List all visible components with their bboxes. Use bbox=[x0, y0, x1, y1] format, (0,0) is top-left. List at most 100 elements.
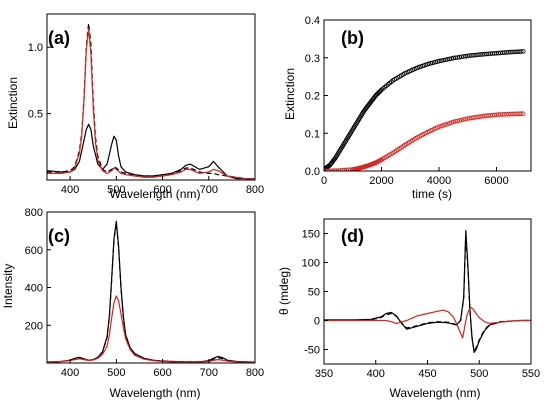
plot-area bbox=[324, 230, 531, 353]
x-axis-label: Wavelength (nm) bbox=[390, 386, 481, 400]
series-line-2 bbox=[324, 307, 531, 339]
y-tick-label: -50 bbox=[304, 345, 320, 357]
x-tick-label: 400 bbox=[61, 367, 79, 379]
data-point bbox=[438, 58, 444, 63]
y-tick-label: 0.4 bbox=[305, 15, 320, 27]
panel-label: (b) bbox=[341, 28, 364, 48]
series-line-2 bbox=[47, 28, 255, 180]
data-point bbox=[446, 121, 452, 126]
y-axis-label: Extinction bbox=[283, 68, 297, 120]
panel-b: (b) time (s) Extinction 0 2000 4000 6000 0.0… bbox=[283, 15, 532, 201]
x-tick-label: 2000 bbox=[369, 175, 393, 187]
plot-area bbox=[47, 22, 255, 180]
panel-label: (c) bbox=[48, 226, 70, 246]
x-tick-label: 450 bbox=[418, 368, 436, 380]
data-point bbox=[492, 51, 497, 56]
x-tick-label: 550 bbox=[522, 368, 540, 380]
data-point bbox=[448, 56, 454, 61]
plot-frame bbox=[46, 13, 256, 181]
series-line-1 bbox=[47, 22, 255, 180]
data-point bbox=[463, 116, 469, 122]
y-tick-label: 800 bbox=[25, 207, 43, 219]
y-tick-label: 0.3 bbox=[305, 53, 320, 65]
panel-a: (a) Wavelength (nm) Extinction 400 500 600… bbox=[6, 13, 264, 201]
y-axis-label: Extinction bbox=[6, 77, 20, 129]
data-point bbox=[346, 167, 351, 171]
panel-label: (d) bbox=[341, 226, 364, 246]
data-point bbox=[446, 56, 452, 62]
data-point bbox=[442, 57, 448, 63]
y-tick-label: 0.1 bbox=[305, 128, 320, 140]
data-point bbox=[453, 119, 458, 124]
series-line-1 bbox=[324, 232, 531, 352]
plot-area bbox=[47, 220, 255, 363]
y-tick-label: 0.0 bbox=[305, 166, 320, 178]
series-0 bbox=[324, 49, 526, 171]
x-tick-label: 400 bbox=[367, 368, 385, 380]
data-point bbox=[440, 57, 446, 63]
series-line-0 bbox=[324, 230, 531, 353]
plot-area bbox=[324, 49, 526, 171]
x-tick-label: 400 bbox=[61, 184, 79, 196]
data-point bbox=[455, 55, 460, 60]
y-tick-label: 0.2 bbox=[305, 91, 320, 103]
y-tick-label: 100 bbox=[302, 258, 320, 270]
data-point bbox=[520, 111, 526, 116]
x-tick-label: 6000 bbox=[484, 175, 508, 187]
data-point bbox=[469, 115, 475, 121]
x-tick-label: 600 bbox=[153, 184, 171, 196]
data-point bbox=[457, 118, 462, 123]
x-tick-label: 700 bbox=[200, 367, 218, 379]
x-tick-label: 500 bbox=[470, 368, 488, 380]
y-tick-label: 0 bbox=[314, 316, 320, 328]
data-point bbox=[520, 49, 526, 54]
data-point bbox=[471, 115, 477, 120]
x-tick-label: 500 bbox=[107, 184, 125, 196]
data-point bbox=[444, 57, 450, 62]
data-point bbox=[436, 124, 442, 130]
x-tick-label: 500 bbox=[107, 367, 125, 379]
y-tick-label: 0.5 bbox=[28, 109, 43, 121]
series-1 bbox=[324, 111, 526, 171]
data-point bbox=[455, 118, 460, 124]
y-tick-label: 400 bbox=[25, 283, 43, 295]
series-line-1 bbox=[47, 222, 255, 363]
y-axis-label: θ (mdeg) bbox=[277, 267, 291, 315]
x-tick-label: 4000 bbox=[427, 175, 451, 187]
panel-d: (d) Wavelength (nm) θ (mdeg) 350 400 450 50… bbox=[277, 218, 540, 400]
data-point bbox=[451, 119, 456, 125]
data-point bbox=[448, 120, 454, 125]
data-point bbox=[459, 117, 464, 123]
data-point bbox=[518, 49, 524, 54]
panel-c: (c) Wavelength (nm) Intensity 400 500 600 7… bbox=[1, 207, 264, 400]
panel-label: (a) bbox=[48, 28, 70, 48]
x-tick-label: 700 bbox=[200, 184, 218, 196]
data-point bbox=[440, 123, 446, 128]
data-point bbox=[518, 111, 524, 116]
data-point bbox=[461, 54, 466, 59]
data-point bbox=[444, 121, 450, 127]
x-axis-label: Wavelength (nm) bbox=[110, 187, 201, 201]
series-line-2 bbox=[47, 295, 255, 363]
x-axis-label: Wavelength (nm) bbox=[110, 386, 201, 400]
data-point bbox=[438, 123, 444, 129]
y-tick-label: 150 bbox=[302, 229, 320, 241]
data-point bbox=[436, 58, 442, 64]
plot-frame bbox=[46, 211, 256, 364]
data-point bbox=[457, 54, 462, 60]
data-point bbox=[461, 117, 466, 122]
series-line-0 bbox=[47, 123, 255, 180]
x-tick-label: 800 bbox=[246, 367, 264, 379]
x-axis-label: time (s) bbox=[412, 187, 452, 201]
y-axis-label: Intensity bbox=[1, 264, 15, 309]
series-line-0 bbox=[47, 220, 255, 363]
y-tick-label: 200 bbox=[25, 320, 43, 332]
x-tick-label: 600 bbox=[153, 367, 171, 379]
data-point bbox=[442, 122, 448, 127]
y-tick-label: 600 bbox=[25, 245, 43, 257]
y-tick-label: 50 bbox=[308, 287, 320, 299]
x-tick-label: 350 bbox=[315, 368, 333, 380]
data-point bbox=[492, 112, 497, 118]
x-tick-label: 800 bbox=[246, 184, 264, 196]
